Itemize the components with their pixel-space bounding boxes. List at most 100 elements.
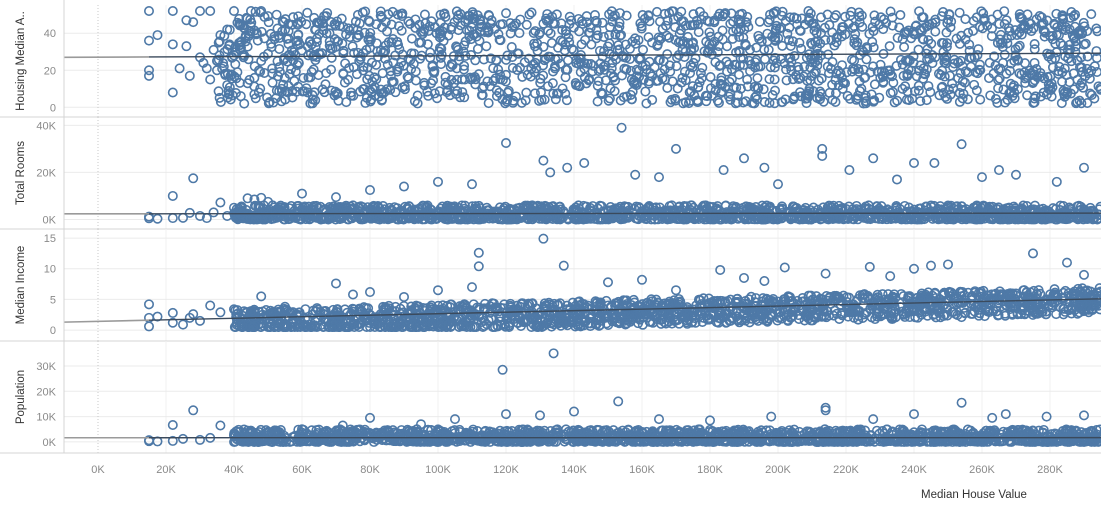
y-tick-label: 40K: [36, 120, 56, 132]
data-point: [706, 73, 714, 81]
data-point: [169, 192, 177, 200]
data-point: [169, 88, 177, 96]
data-point: [639, 46, 647, 54]
data-point: [896, 11, 904, 19]
data-point: [946, 72, 954, 80]
data-point: [175, 64, 183, 72]
data-point: [564, 56, 572, 64]
data-point: [930, 159, 938, 167]
y-axis-title: Total Rooms: [15, 141, 27, 205]
data-point: [1012, 171, 1020, 179]
data-point: [893, 175, 901, 183]
data-point: [605, 31, 613, 39]
data-point: [400, 182, 408, 190]
y-tick-label: 5: [50, 294, 56, 306]
data-point: [186, 209, 194, 217]
data-point: [976, 95, 984, 103]
y-tick-label: 10: [44, 264, 56, 276]
data-point: [240, 99, 248, 107]
data-point: [332, 193, 340, 201]
y-tick-label: 40: [44, 28, 56, 40]
data-point: [206, 7, 214, 15]
data-point: [871, 80, 879, 88]
data-point: [494, 65, 502, 73]
data-point: [890, 98, 898, 106]
data-point: [862, 55, 870, 63]
data-point: [169, 7, 177, 15]
data-point: [484, 99, 492, 107]
data-point: [900, 43, 908, 51]
points-layer: [145, 7, 1101, 108]
data-point: [189, 174, 197, 182]
data-point: [756, 18, 764, 26]
data-point: [663, 50, 671, 58]
y-axis-title: Housing Median A..: [15, 11, 27, 111]
data-point: [1056, 39, 1064, 47]
y-tick-label: 0: [50, 102, 56, 114]
data-point: [663, 84, 671, 92]
data-point: [275, 45, 283, 53]
data-point: [525, 10, 533, 18]
data-point: [617, 124, 625, 132]
trend-line: [149, 213, 1101, 214]
data-point: [1001, 51, 1009, 59]
data-point: [1087, 10, 1095, 18]
data-point: [655, 173, 663, 181]
data-point: [182, 42, 190, 50]
data-point: [206, 75, 214, 83]
data-point: [1030, 40, 1038, 48]
data-point: [408, 34, 416, 42]
data-point: [196, 7, 204, 15]
data-point: [723, 42, 731, 50]
panel-1: 0 20 40 Housing Median A..: [0, 5, 1101, 117]
data-point: [957, 140, 965, 148]
data-point: [969, 27, 977, 35]
data-point: [666, 67, 674, 75]
data-point: [216, 198, 224, 206]
data-point: [869, 154, 877, 162]
data-point: [740, 154, 748, 162]
data-point: [1053, 178, 1061, 186]
data-point: [421, 10, 429, 18]
data-point: [832, 11, 840, 19]
y-tick-label: 20K: [36, 167, 56, 179]
data-point: [591, 11, 599, 19]
y-tick-label: 0K: [43, 214, 57, 226]
data-point: [760, 164, 768, 172]
data-point: [977, 7, 985, 15]
data-point: [961, 15, 969, 23]
data-point: [931, 27, 939, 35]
data-point: [474, 45, 482, 53]
data-point: [580, 159, 588, 167]
panel-2: 0K 20K 40K Total Rooms: [0, 117, 1101, 229]
data-point: [527, 8, 535, 16]
data-point: [753, 74, 761, 82]
data-point: [186, 72, 194, 80]
data-point: [995, 166, 1003, 174]
y-tick-label: 15: [44, 233, 56, 245]
data-point: [539, 156, 547, 164]
data-point: [523, 21, 531, 29]
data-point: [672, 145, 680, 153]
data-point: [209, 208, 217, 216]
data-point: [885, 42, 893, 50]
data-point: [169, 214, 177, 222]
data-point: [327, 54, 335, 62]
data-point: [1080, 164, 1088, 172]
data-point: [719, 166, 727, 174]
data-point: [563, 164, 571, 172]
data-point: [508, 43, 516, 51]
data-point: [342, 98, 350, 106]
data-point: [1023, 91, 1031, 99]
data-point: [145, 7, 153, 15]
data-point: [209, 46, 217, 54]
y-tick-label: 20: [44, 65, 56, 77]
y-tick-label: 0: [50, 325, 56, 337]
points-layer: [145, 124, 1101, 224]
data-point: [169, 40, 177, 48]
data-point: [153, 31, 161, 39]
data-point: [631, 171, 639, 179]
